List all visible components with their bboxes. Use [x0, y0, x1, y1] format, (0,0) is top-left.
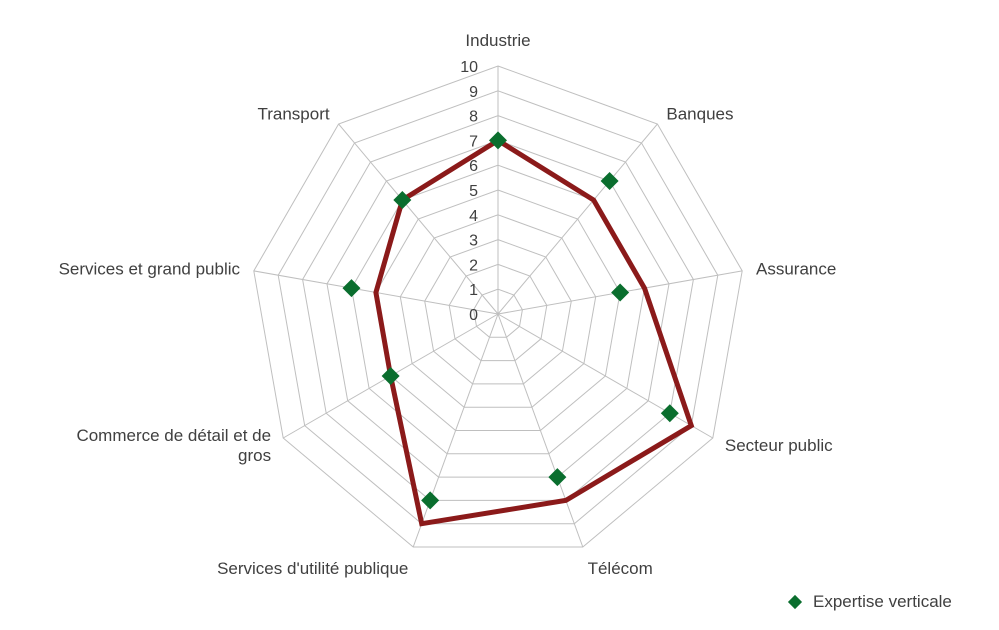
data-point-marker: [548, 468, 567, 487]
spoke: [497, 313, 584, 548]
spoke: [412, 313, 499, 548]
tick-label: 9: [469, 84, 478, 101]
category-label: Services d'utilité publique: [217, 559, 408, 578]
legend-marker-icon: [787, 594, 803, 610]
series-line: [373, 137, 695, 527]
tick-label: 4: [469, 208, 478, 225]
tick-label: 2: [469, 257, 478, 274]
legend-label: Expertise verticale: [813, 592, 952, 611]
spoke: [497, 123, 658, 315]
category-label: Télécom: [588, 559, 653, 578]
tick-label: 10: [460, 59, 478, 76]
grid-ring-9: [277, 90, 719, 525]
category-label: Services et grand public: [59, 260, 241, 279]
tick-label: 7: [469, 133, 478, 150]
grid-ring-4: [399, 214, 597, 408]
grid-ring-3: [424, 239, 572, 385]
spoke: [338, 123, 499, 315]
category-label: Industrie: [465, 31, 530, 50]
data-point-marker: [393, 191, 412, 210]
category-label: Commerce de détail et de gros: [76, 426, 271, 465]
data-point-marker: [421, 491, 440, 510]
series-layer: [342, 131, 695, 527]
tick-label: 5: [469, 183, 478, 200]
grid-ring-1: [473, 288, 523, 338]
tick-label: 6: [469, 158, 478, 175]
spoke: [497, 313, 714, 439]
category-label: Assurance: [756, 260, 836, 279]
legend: Expertise verticale: [787, 592, 952, 612]
category-label: Secteur public: [725, 436, 833, 455]
tick-label: 1: [469, 282, 478, 299]
data-point-marker: [611, 283, 630, 302]
data-point-marker: [600, 172, 619, 191]
data-point-marker: [489, 131, 507, 150]
tick-label: 3: [469, 233, 478, 250]
radial-tick-labels: 0 1 2 3 4 5 6 7 8 9 10: [460, 59, 478, 324]
tick-label: 8: [469, 109, 478, 126]
category-labels: Industrie Banques Assurance Secteur public T…: [59, 31, 837, 578]
tick-label: 0: [469, 307, 478, 324]
grid-ring-7: [326, 139, 670, 478]
grid-ring-2: [448, 263, 548, 362]
grid-ring-5: [375, 189, 621, 431]
category-label: Transport: [257, 104, 329, 123]
data-point-marker: [660, 404, 679, 423]
data-point-marker: [381, 367, 400, 385]
grid-ring-10: [253, 65, 743, 548]
data-point-marker: [342, 279, 361, 298]
grid-ring-8: [302, 115, 694, 501]
category-label: Banques: [666, 104, 733, 123]
